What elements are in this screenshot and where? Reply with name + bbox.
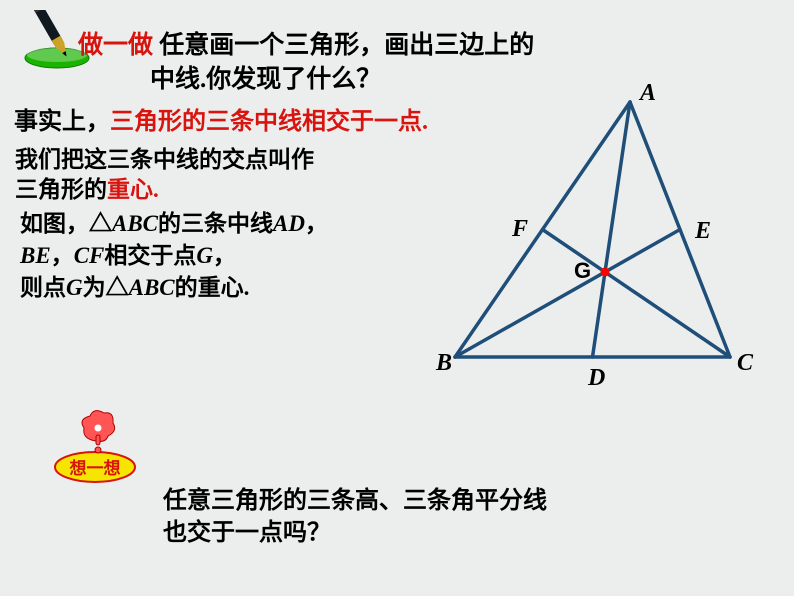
ex-l1-c: ， bbox=[305, 211, 328, 236]
def-pre: 三角形的 bbox=[15, 177, 107, 202]
think-label: 想一想 bbox=[70, 458, 121, 478]
ex-l3-abc: ABC bbox=[129, 275, 175, 300]
label-c: C bbox=[737, 350, 753, 377]
think-q1: 任意三角形的三条高、三条角平分线 bbox=[163, 480, 547, 515]
example-line-2: BE，CF相交于点G， bbox=[20, 236, 236, 270]
def-term: 重心. bbox=[107, 177, 159, 202]
ex-l3-post: 的重心. bbox=[175, 275, 250, 300]
header-line-1: 做一做 任意画一个三角形，画出三边上的 bbox=[78, 25, 534, 61]
prompt-a: 任意画一个三角形，画出三边上的 bbox=[159, 32, 534, 59]
ex-l2-be: BE bbox=[20, 243, 51, 268]
label-e: E bbox=[695, 218, 711, 245]
def-line-a: 我们把这三条中线的交点叫作 bbox=[15, 140, 314, 174]
example-line-3: 则点G为△ABC的重心. bbox=[20, 268, 249, 302]
ex-l1-pre: 如图，△ bbox=[20, 211, 112, 236]
fact-prefix: 事实上， bbox=[14, 109, 110, 135]
ex-l3-mid: 为△ bbox=[83, 275, 129, 300]
ex-l1-mid: 的三条中线 bbox=[158, 211, 273, 236]
ex-l2-mid: 相交于点 bbox=[104, 243, 196, 268]
ex-l3-pre: 则点 bbox=[20, 275, 66, 300]
label-a: A bbox=[640, 80, 656, 107]
example-line-1: 如图，△ABC的三条中线AD， bbox=[20, 204, 328, 238]
action-label: 做一做 bbox=[78, 32, 153, 59]
triangle-diagram bbox=[435, 82, 765, 392]
def-line-b: 三角形的重心. bbox=[15, 170, 159, 204]
think-q2: 也交于一点吗？ bbox=[163, 512, 331, 547]
ex-l2-cf: CF bbox=[74, 243, 105, 268]
ex-l1-abc: ABC bbox=[112, 211, 158, 236]
ex-l2-c1: ， bbox=[51, 243, 74, 268]
fact-statement: 三角形的三条中线相交于一点. bbox=[110, 109, 428, 135]
ex-l3-g: G bbox=[66, 275, 83, 300]
label-b: B bbox=[436, 350, 452, 377]
fact-line: 事实上，三角形的三条中线相交于一点. bbox=[14, 101, 428, 136]
header-line-2: 中线.你发现了什么？ bbox=[150, 59, 381, 95]
ex-l1-ad: AD bbox=[273, 211, 305, 236]
think-icon: 想一想 bbox=[40, 405, 150, 490]
label-d: D bbox=[588, 365, 605, 392]
ex-l2-c2: ， bbox=[213, 243, 236, 268]
label-g: G bbox=[574, 258, 591, 284]
label-f: F bbox=[512, 216, 528, 243]
ex-l2-g: G bbox=[196, 243, 213, 268]
